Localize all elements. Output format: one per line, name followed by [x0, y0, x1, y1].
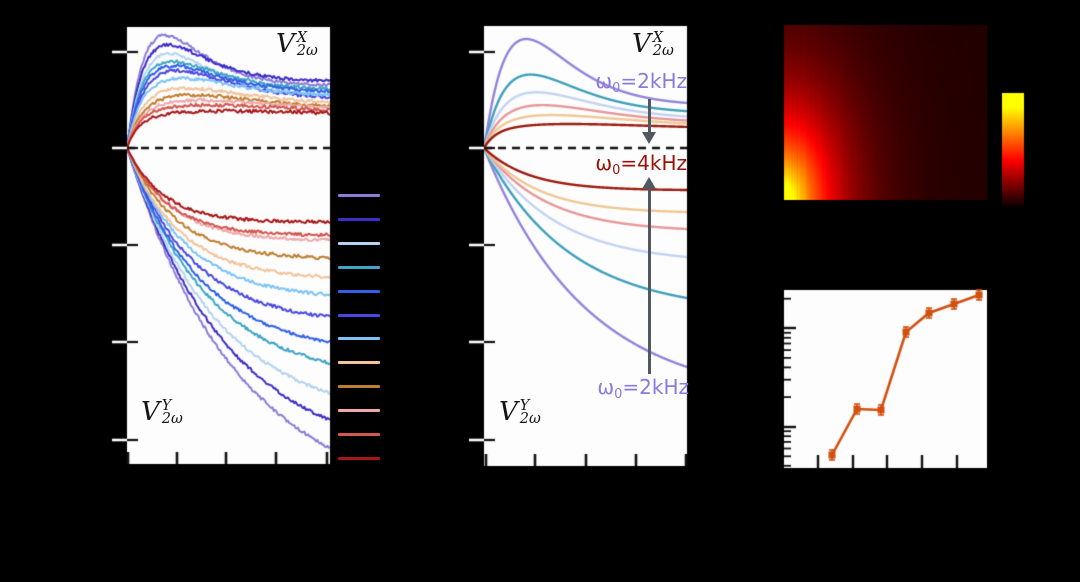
math-sub: 2ω	[161, 411, 183, 427]
panel-a-vx-label: V X 2ω	[276, 29, 318, 59]
annotation-value: =4kHz	[620, 151, 687, 175]
legend-swatch	[338, 313, 380, 317]
legend-swatch	[338, 217, 380, 221]
legend-swatch	[338, 361, 380, 365]
math-base: V	[141, 397, 160, 427]
omega-symbol: ω	[597, 375, 615, 399]
annotation-value: =2kHz	[620, 69, 687, 93]
annotation-value: =2kHz	[622, 375, 689, 399]
legend-swatch	[338, 337, 380, 341]
legend-swatch	[338, 385, 380, 389]
up-arrow-icon	[642, 177, 656, 189]
math-base: V	[632, 29, 651, 59]
up-arrow-shaft	[648, 188, 651, 374]
math-sub: 2ω	[652, 43, 674, 59]
math-sub: 2ω	[296, 43, 318, 59]
legend-swatch	[338, 456, 380, 460]
annotation-omega0-2khz-bottom: ω0=2kHz	[597, 375, 689, 402]
down-arrow-shaft	[648, 99, 651, 133]
legend-swatch	[338, 289, 380, 293]
down-arrow-icon	[642, 132, 656, 144]
legend-swatch	[338, 265, 380, 269]
legend-swatch	[338, 194, 380, 197]
annotation-omega0-2khz-top: ω0=2kHz	[595, 69, 687, 96]
legend-swatch	[338, 409, 380, 413]
math-sub: 2ω	[519, 411, 541, 427]
math-sup: X	[652, 30, 664, 46]
math-sup: Y	[519, 398, 530, 414]
omega-symbol: ω	[595, 151, 613, 175]
panel-b-vx-label: V X 2ω	[632, 29, 674, 59]
legend-swatch	[338, 241, 380, 245]
math-base: V	[499, 397, 518, 427]
panel-a-vy-label: V Y 2ω	[141, 397, 183, 427]
omega-subscript: 0	[614, 387, 623, 402]
annotation-omega0-4khz: ω0=4kHz	[595, 151, 687, 178]
omega-subscript: 0	[612, 81, 621, 96]
omega-symbol: ω	[595, 69, 613, 93]
math-sup: X	[296, 30, 308, 46]
legend-swatch	[338, 433, 380, 436]
omega-subscript: 0	[612, 163, 621, 178]
math-base: V	[276, 29, 295, 59]
panel-b-vy-label: V Y 2ω	[499, 397, 541, 427]
math-sup: Y	[161, 398, 172, 414]
